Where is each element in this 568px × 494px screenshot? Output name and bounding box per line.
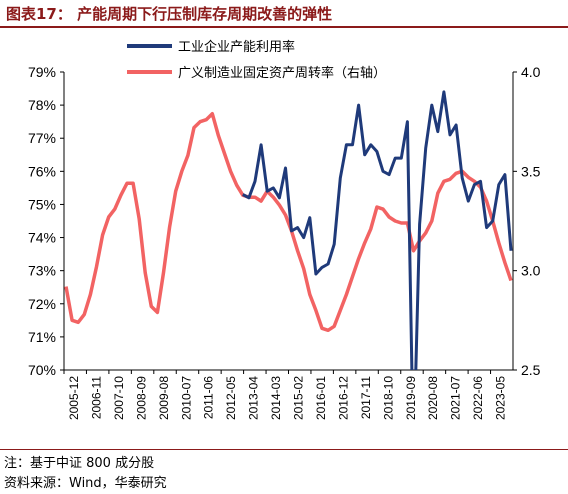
y-left-tick-label: 71% xyxy=(28,329,56,345)
y-right-tick-label: 3.0 xyxy=(521,263,541,279)
x-tick-label: 2015-02 xyxy=(292,376,306,420)
legend-label-capacity: 工业企业产能利用率 xyxy=(178,39,295,55)
series-line-capacity xyxy=(242,90,513,370)
y-right-tick-label: 4.0 xyxy=(521,64,541,80)
x-tick-label: 2007-10 xyxy=(112,376,126,420)
x-tick-label: 2022-06 xyxy=(471,376,485,420)
chart: 工业企业产能利用率 广义制造业固定资产周转率（右轴） 70%71%72%73%7… xyxy=(28,39,541,420)
x-tick-label: 2016-12 xyxy=(336,376,350,420)
x-tick-label: 2006-11 xyxy=(89,376,103,419)
x-tick-label: 2018-10 xyxy=(381,376,395,420)
footer-divider xyxy=(0,449,568,450)
legend-label-turnover: 广义制造业固定资产周转率（右轴） xyxy=(178,65,386,81)
y-left-tick-label: 79% xyxy=(28,64,56,80)
y-axis-right-ticks: 2.5 3.0 3.5 4.0 xyxy=(513,64,541,378)
y-left-tick-label: 78% xyxy=(28,97,56,113)
source-note: 资料来源：Wind，华泰研究 xyxy=(4,476,167,491)
x-tick-label: 2017-11 xyxy=(359,376,373,419)
y-left-tick-label: 73% xyxy=(28,263,56,279)
x-tick-label: 2019-09 xyxy=(404,376,418,420)
x-tick-label: 2023-05 xyxy=(494,376,508,420)
x-tick-label: 2010-07 xyxy=(179,376,193,420)
y-left-tick-label: 72% xyxy=(28,296,56,312)
x-tick-label: 2016-01 xyxy=(314,376,328,420)
plot-area xyxy=(64,90,513,370)
x-tick-label: 2011-06 xyxy=(202,376,216,419)
x-tick-label: 2012-05 xyxy=(224,376,238,420)
series-line-turnover xyxy=(64,111,513,333)
x-tick-label: 2005-12 xyxy=(67,376,81,420)
x-tick-label: 2009-08 xyxy=(157,376,171,420)
y-left-tick-label: 74% xyxy=(28,230,56,246)
x-tick-label: 2014-03 xyxy=(269,376,283,420)
y-left-tick-label: 70% xyxy=(28,362,56,378)
y-left-tick-label: 75% xyxy=(28,196,56,212)
x-tick-label: 2013-04 xyxy=(247,376,261,420)
x-tick-label: 2021-07 xyxy=(449,376,463,420)
title-divider xyxy=(0,26,568,28)
legend: 工业企业产能利用率 广义制造业固定资产周转率（右轴） xyxy=(127,39,386,81)
footnote: 注：基于中证 800 成分股 xyxy=(4,456,155,471)
y-axis-left-ticks: 70% 71% 72% 73% 74% 75% 76% 77% 78% 79% xyxy=(28,64,64,378)
x-axis-ticks: 2005-12 2006-11 2007-10 2008-09 2009-08 2010-… xyxy=(63,370,508,420)
x-tick-label: 2008-09 xyxy=(134,376,148,420)
figure-title: 图表17： 产能周期下行压制库存周期改善的弹性 xyxy=(6,5,333,23)
y-left-tick-label: 76% xyxy=(28,163,56,179)
x-tick-label: 2020-08 xyxy=(426,376,440,420)
y-left-tick-label: 77% xyxy=(28,130,56,146)
y-right-tick-label: 2.5 xyxy=(521,362,541,378)
y-right-tick-label: 3.5 xyxy=(521,163,541,179)
